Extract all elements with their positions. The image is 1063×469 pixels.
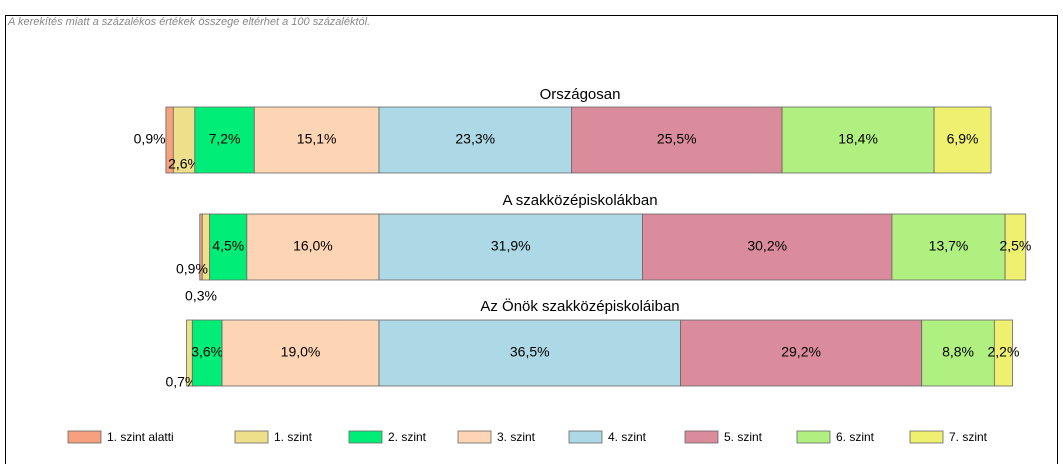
legend-label: 7. szint	[949, 430, 988, 444]
legend-swatch	[568, 430, 603, 444]
data-label: 0,9%	[176, 261, 208, 277]
data-label: 2,6%	[168, 156, 200, 172]
data-label: 30,2%	[747, 238, 787, 254]
bar-segment	[891, 213, 1006, 281]
legend-label: 3. szint	[497, 430, 536, 444]
chart-note: A kerekítés miatt a százalékos értékek ö…	[7, 16, 370, 28]
legend-label: 1. szint	[274, 430, 313, 444]
data-label: 4,5%	[212, 238, 244, 254]
data-label: 25,5%	[657, 131, 697, 147]
data-label: 13,7%	[929, 238, 969, 254]
bar-segment	[993, 319, 1013, 387]
bar-segment	[378, 106, 572, 174]
bar-segment	[246, 213, 380, 281]
bar-segment	[221, 319, 380, 387]
chart-frame	[5, 15, 1058, 469]
data-label: 7,2%	[209, 131, 241, 147]
legend-swatch	[234, 430, 269, 444]
bar-segment	[680, 319, 923, 387]
legend-swatch	[457, 430, 492, 444]
bar-segment	[571, 106, 783, 174]
legend-label: 6. szint	[836, 430, 875, 444]
legend-swatch	[348, 430, 383, 444]
data-label: 6,9%	[947, 131, 979, 147]
data-label: 0,9%	[134, 131, 166, 147]
data-label: 8,8%	[942, 344, 974, 360]
legend-swatch	[67, 430, 102, 444]
bar-segment	[1004, 213, 1027, 281]
legend-label: 1. szint alatti	[107, 430, 174, 444]
data-label: 0,3%	[185, 288, 217, 304]
data-label: 18,4%	[838, 131, 878, 147]
data-label: 19,0%	[281, 344, 321, 360]
data-label: 29,2%	[781, 344, 821, 360]
bar-segment	[921, 319, 995, 387]
bar-segment	[781, 106, 935, 174]
legend-swatch	[684, 430, 719, 444]
bar-segment	[642, 213, 893, 281]
data-label: 2,2%	[987, 344, 1019, 360]
row-title: A szakközépiskolákban	[502, 192, 657, 209]
data-label: 36,5%	[510, 344, 550, 360]
data-label: 23,3%	[455, 131, 495, 147]
bar-segment	[253, 106, 380, 174]
legend-label: 5. szint	[724, 430, 763, 444]
legend-swatch	[909, 430, 944, 444]
data-label: 0,7%	[165, 374, 197, 390]
data-label: 2,5%	[999, 238, 1031, 254]
data-label: 15,1%	[297, 131, 337, 147]
row-title: Az Önök szakközépiskoláiban	[480, 297, 679, 315]
row-title: Országosan	[540, 86, 621, 103]
bar-segment	[209, 213, 248, 281]
data-label: 16,0%	[293, 238, 333, 254]
bar-segment	[933, 106, 992, 174]
bar-segment	[194, 106, 255, 174]
bar-segment	[378, 213, 643, 281]
data-label: 3,6%	[191, 344, 223, 360]
data-label: 31,9%	[491, 238, 531, 254]
legend-label: 2. szint	[388, 430, 427, 444]
legend-swatch	[796, 430, 831, 444]
legend-label: 4. szint	[608, 430, 647, 444]
